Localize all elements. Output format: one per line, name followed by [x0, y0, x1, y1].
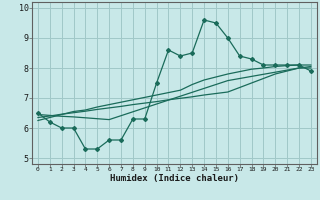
X-axis label: Humidex (Indice chaleur): Humidex (Indice chaleur): [110, 174, 239, 183]
